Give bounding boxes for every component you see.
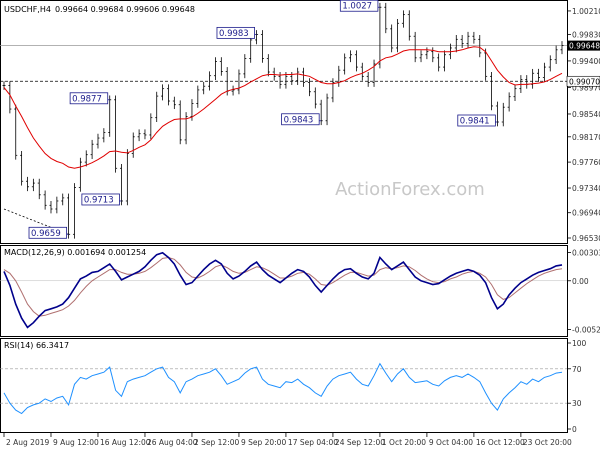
current-price-tag xyxy=(567,40,600,51)
x-tick-label: 16 Aug 12:00 xyxy=(100,438,151,447)
price-layer: 1.0027 0.9983 0.9877 0.9843 0.9841 0.9713 0.96… xyxy=(0,0,567,239)
x-tick-label: 2 Sep 12:00 xyxy=(194,438,240,447)
rsi-title: RSI(14) 66.3417 xyxy=(4,341,69,350)
callout-box xyxy=(69,92,109,105)
rsi-line xyxy=(3,362,563,415)
callout-box xyxy=(28,226,68,239)
rsi-y-tick-label: 30 xyxy=(572,399,582,408)
watermark: ActionForex.com xyxy=(335,179,485,200)
moving-average-line xyxy=(3,46,563,169)
rsi-y-tick-label: 100 xyxy=(572,339,587,348)
macd-y-tick-label: -0.005236 xyxy=(572,326,600,335)
callout-label: 0.9841 xyxy=(460,117,490,127)
callout-label: 0.9877 xyxy=(72,94,102,104)
x-tick-label: 23 Oct 20:00 xyxy=(523,438,572,447)
x-tick-label: 1 Oct 20:00 xyxy=(382,438,426,447)
macd-line xyxy=(3,251,563,329)
support-level-tag-label: 0.99070 xyxy=(569,77,600,86)
price-y-tick-label: 0.96940 xyxy=(572,209,600,218)
header-symbol: USDCHF,H4 0.99664 0.99684 0.99606 0.99648 xyxy=(4,5,195,14)
macd-layer xyxy=(0,251,567,329)
current-price-tag-label: 0.99648 xyxy=(569,42,600,51)
callout-box xyxy=(281,113,320,126)
x-tick-label: 2 Aug 2019 xyxy=(6,438,49,447)
x-tick-label: 9 Oct 04:00 xyxy=(429,438,473,447)
price-y-tick-label: 1.00210 xyxy=(572,7,600,16)
callout-label: 0.9713 xyxy=(84,195,114,205)
x-tick-label: 17 Sep 04:00 xyxy=(288,438,338,447)
header-symbol-label: USDCHF,H4 xyxy=(4,5,51,14)
x-tick-label: 16 Oct 12:00 xyxy=(476,438,525,447)
x-tick-label: 26 Aug 04:00 xyxy=(147,438,198,447)
price-y-tick-label: 0.97760 xyxy=(572,158,600,167)
price-y-tick-label: 0.99830 xyxy=(572,30,600,39)
price-y-tick-label: 0.98970 xyxy=(572,83,600,92)
callout-label: 1.0027 xyxy=(342,2,372,12)
x-tick-label: 9 Sep 20:00 xyxy=(241,438,287,447)
x-tick-label: 9 Aug 12:00 xyxy=(53,438,99,447)
callout-box xyxy=(81,193,120,206)
macd-signal-line xyxy=(3,256,563,317)
macd-title: MACD(12,26,9) 0.001694 0.001254 xyxy=(4,248,146,257)
support-level-tag xyxy=(566,75,600,87)
callout-box xyxy=(339,0,379,12)
callout-label: 0.9659 xyxy=(31,229,61,239)
macd-y-tick-label: 0.00303 xyxy=(572,249,600,258)
axis-layer: 1.002100.998300.994000.989700.985400.981… xyxy=(3,7,600,447)
rsi-layer xyxy=(0,362,567,415)
price-y-tick-label: 0.97340 xyxy=(572,184,600,193)
price-y-tick-label: 0.98540 xyxy=(572,110,600,119)
rsi-y-tick-label: 0 xyxy=(572,425,577,434)
rsi-y-tick-label: 70 xyxy=(572,365,582,374)
callout-box xyxy=(216,26,255,39)
rsi-pane-frame xyxy=(0,338,568,433)
callout-box xyxy=(457,114,496,127)
price-pane-frame xyxy=(0,0,568,244)
callout-label: 0.9983 xyxy=(219,29,249,39)
price-y-tick-label: 0.99400 xyxy=(572,57,600,66)
price-y-tick-label: 0.98170 xyxy=(572,133,600,142)
macd-pane-frame xyxy=(0,245,568,337)
price-y-tick-label: 0.96530 xyxy=(572,234,600,243)
header-ohlc: 0.99664 0.99684 0.99606 0.99648 xyxy=(55,5,195,14)
x-tick-label: 24 Sep 12:00 xyxy=(335,438,385,447)
callout-label: 0.9843 xyxy=(284,115,314,125)
macd-y-tick-label: 0.00 xyxy=(572,277,589,286)
